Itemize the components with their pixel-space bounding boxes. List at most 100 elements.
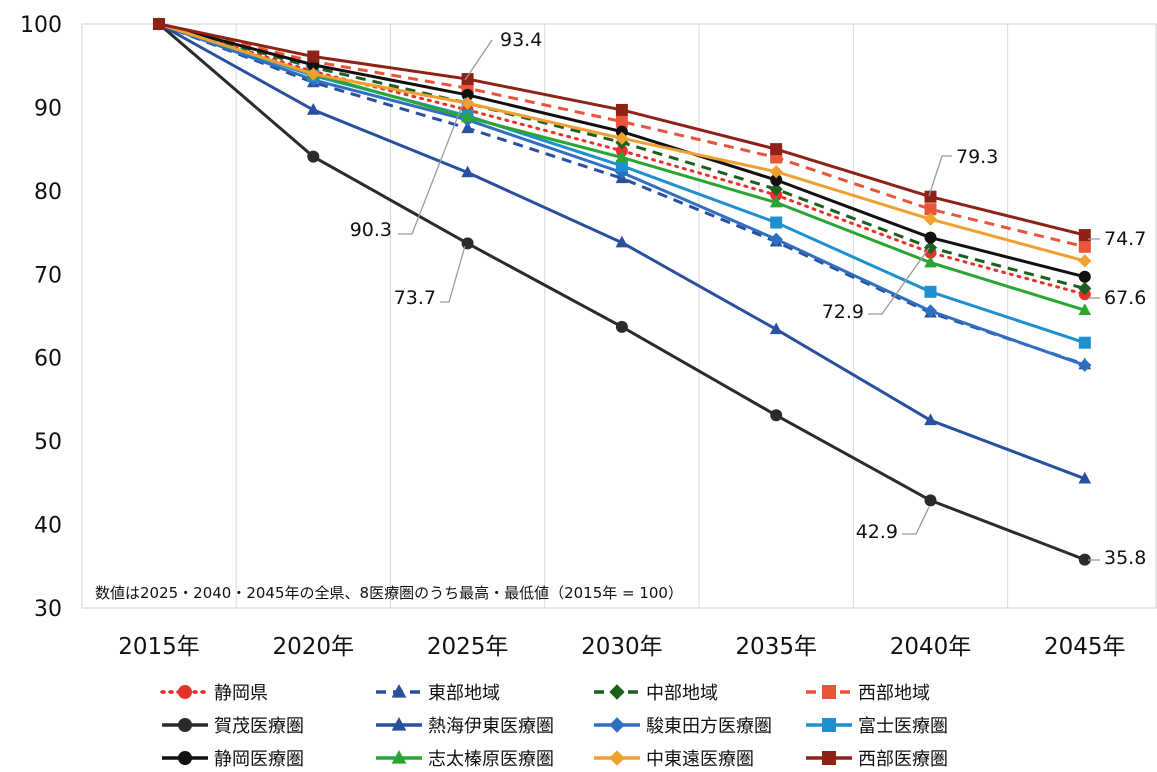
data-point (924, 203, 937, 216)
legend-swatch-marker (391, 716, 407, 731)
legend-item: 富士医療圏 (806, 716, 948, 737)
data-point (769, 182, 783, 196)
data-point (924, 494, 937, 507)
y-tick-label: 100 (20, 13, 62, 38)
data-point (1078, 336, 1091, 349)
data-point (615, 131, 629, 145)
data-point (924, 413, 937, 426)
data-point (1078, 358, 1092, 372)
series-9 (153, 18, 1091, 283)
legend-item: 中部地域 (594, 683, 718, 704)
annotation-leader (928, 155, 952, 197)
legend-swatch-marker (391, 749, 407, 764)
data-point (615, 115, 628, 128)
legend-item: 静岡医療圏 (162, 749, 304, 770)
data-point (769, 195, 783, 208)
data-point (461, 121, 474, 134)
data-point (769, 165, 783, 179)
data-point (461, 110, 474, 123)
legend-item: 熱海伊東医療圏 (376, 716, 554, 737)
x-tick-label: 2015年 (118, 634, 200, 660)
data-point (769, 232, 783, 246)
data-point (461, 73, 474, 86)
legend-item: 賀茂医療圏 (162, 716, 304, 737)
data-point (770, 143, 783, 156)
data-point (770, 216, 783, 229)
data-point (1078, 471, 1092, 484)
legend-label: 富士医療圏 (858, 716, 948, 737)
legend-label: 中東遠医療圏 (646, 749, 754, 770)
x-axis: 2015年 2020年 2025年 2030年 2035年 2040年 2045年 (118, 634, 1125, 660)
y-tick-label: 90 (34, 96, 62, 121)
series-group (152, 17, 1092, 566)
data-point (461, 96, 475, 110)
data-label: 42.9 (856, 521, 898, 543)
data-point (461, 237, 474, 250)
series-5 (153, 18, 1091, 566)
data-label: 73.7 (394, 287, 436, 309)
legend-swatch-marker (609, 717, 625, 733)
legend-label: 東部地域 (428, 683, 500, 704)
x-tick-label: 2030年 (581, 634, 663, 660)
data-point (307, 103, 320, 115)
legend-label: 静岡県 (214, 683, 268, 704)
data-point (1078, 229, 1091, 242)
data-label: 90.3 (350, 219, 392, 241)
annotation-leader (902, 506, 930, 535)
legend-label: 熱海伊東医療圏 (428, 716, 554, 737)
legend-item: 西部医療圏 (806, 749, 948, 770)
data-label: 74.7 (1104, 228, 1146, 250)
data-label: 93.4 (500, 29, 542, 51)
legend-item: 志太榛原医療圏 (376, 749, 554, 770)
data-point (770, 409, 783, 422)
annotation-leader (464, 39, 493, 81)
legend-item: 駿東田方医療圏 (594, 716, 772, 737)
data-point (924, 190, 937, 203)
x-tick-label: 2040年 (890, 634, 972, 660)
data-point (153, 18, 165, 30)
y-tick-label: 80 (34, 180, 62, 205)
data-point (615, 235, 629, 248)
legend-item: 中東遠医療圏 (594, 749, 754, 770)
legend-swatch-marker (391, 683, 407, 698)
legend-label: 西部地域 (858, 683, 930, 704)
legend-swatch-marker (822, 685, 836, 699)
x-tick-label: 2045年 (1044, 634, 1126, 660)
data-point (923, 304, 938, 318)
annotation-leader (398, 97, 466, 235)
data-point (923, 212, 938, 226)
data-point (1078, 303, 1092, 315)
data-point (306, 67, 320, 81)
legend-item: 東部地域 (376, 683, 500, 704)
x-tick-label: 2020年 (273, 634, 355, 660)
data-point (1078, 240, 1091, 253)
legend-swatch-marker (609, 750, 625, 766)
data-point (769, 322, 783, 335)
legend-swatch-marker (178, 751, 192, 765)
legend-item: 西部地域 (806, 683, 930, 704)
y-tick-label: 30 (34, 597, 62, 622)
annotations: 93.4 90.3 73.7 79.3 72.9 42.9 74.7 67.6 35.8 (350, 29, 1147, 569)
y-axis: 100 90 80 70 60 50 40 30 (20, 13, 62, 622)
data-point (1078, 281, 1092, 296)
data-point (307, 50, 320, 63)
legend-label: 中部地域 (646, 683, 718, 704)
legend-swatch-marker (822, 718, 836, 732)
legend-label: 静岡医療圏 (214, 749, 304, 770)
data-label: 35.8 (1104, 547, 1146, 569)
data-point (924, 231, 937, 244)
legend-swatch-marker (178, 718, 192, 732)
y-tick-label: 50 (34, 430, 62, 455)
data-point (924, 285, 937, 298)
annotation-leader (440, 245, 466, 303)
data-label: 67.6 (1104, 287, 1146, 309)
data-point (307, 150, 320, 163)
legend-label: 賀茂医療圏 (214, 716, 304, 737)
annotation-leader (868, 247, 930, 315)
x-tick-label: 2035年 (735, 634, 817, 660)
legend-swatch-marker (822, 751, 836, 765)
legend-swatch-marker (609, 684, 625, 700)
legend-label: 志太榛原医療圏 (428, 749, 554, 770)
y-tick-label: 70 (34, 263, 62, 288)
